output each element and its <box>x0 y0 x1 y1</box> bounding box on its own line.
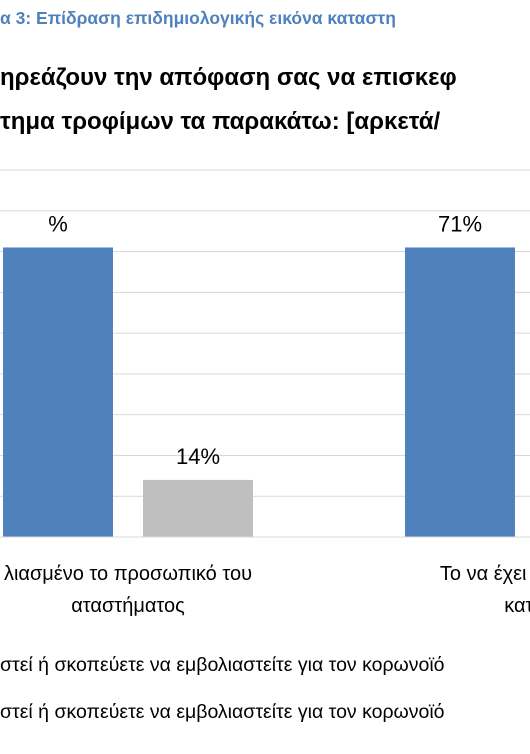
figure-caption: α 3: Επίδραση επιδημιολογικής εικόνα κατ… <box>0 8 396 28</box>
bar-s1-c2 <box>405 247 515 537</box>
data-label-s2-c1: 14% <box>176 444 220 469</box>
chart-title-line-2: τημα τροφίμων τα παρακάτω: [αρκετά/ <box>0 108 441 135</box>
x-tick-labels: λιασμένο το προσωπικό του αταστήματος Το ν… <box>4 563 530 617</box>
legend-entry-1: στεί ή σκοπεύετε να εμβολιαστείτε για το… <box>0 654 445 676</box>
legend-entry-2: στεί ή σκοπεύετε να εμβολιαστείτε για το… <box>0 701 445 723</box>
x-tick-label-c2-line2: καταο <box>504 595 530 617</box>
bar-s1-c1 <box>3 247 113 537</box>
x-tick-label-c1-line1: λιασμένο το προσωπικό του <box>4 563 252 585</box>
x-tick-label-c2-line1: Το να έχει κάνει self- <box>440 563 530 585</box>
bar-s2-c1 <box>143 479 253 537</box>
data-label-s1-c1: % <box>48 211 68 236</box>
chart-title-line-1: ηρεάζουν την απόφαση σας να επισκεφ <box>0 64 457 91</box>
bars <box>3 247 515 537</box>
x-tick-label-c1-line2: αταστήματος <box>71 595 185 617</box>
data-labels: % 71% 14% <box>48 211 482 468</box>
data-label-s1-c2: 71% <box>438 211 482 236</box>
